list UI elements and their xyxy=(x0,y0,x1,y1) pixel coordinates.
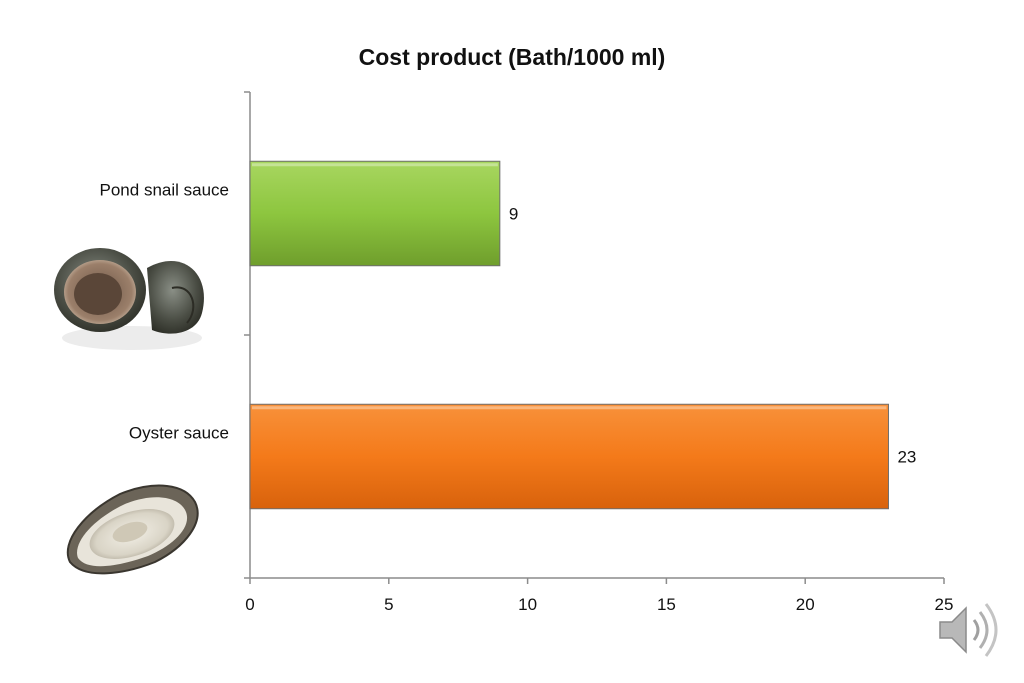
x-tick-label: 5 xyxy=(384,595,393,614)
x-tick-label: 15 xyxy=(657,595,676,614)
data-label: 9 xyxy=(509,205,518,224)
bar xyxy=(249,160,501,267)
x-tick-label: 10 xyxy=(518,595,537,614)
bar-highlight xyxy=(252,406,887,410)
oyster-icon xyxy=(66,484,199,575)
chart-title: Cost product (Bath/1000 ml) xyxy=(358,44,666,70)
x-tick-label: 0 xyxy=(245,595,254,614)
speaker-icon[interactable] xyxy=(936,598,1004,662)
data-label: 23 xyxy=(897,448,916,467)
bar xyxy=(249,403,889,510)
bars xyxy=(249,160,889,510)
snail-icon xyxy=(54,248,204,350)
bar-highlight xyxy=(252,163,498,167)
x-tick-label: 20 xyxy=(796,595,815,614)
category-label: Oyster sauce xyxy=(129,424,229,443)
x-tick-label: 25 xyxy=(935,595,954,614)
category-label: Pond snail sauce xyxy=(100,181,229,200)
labels: 0 5 10 15 20 25 Pond snail sauce 9 Oyster sauce 2… xyxy=(100,181,954,615)
